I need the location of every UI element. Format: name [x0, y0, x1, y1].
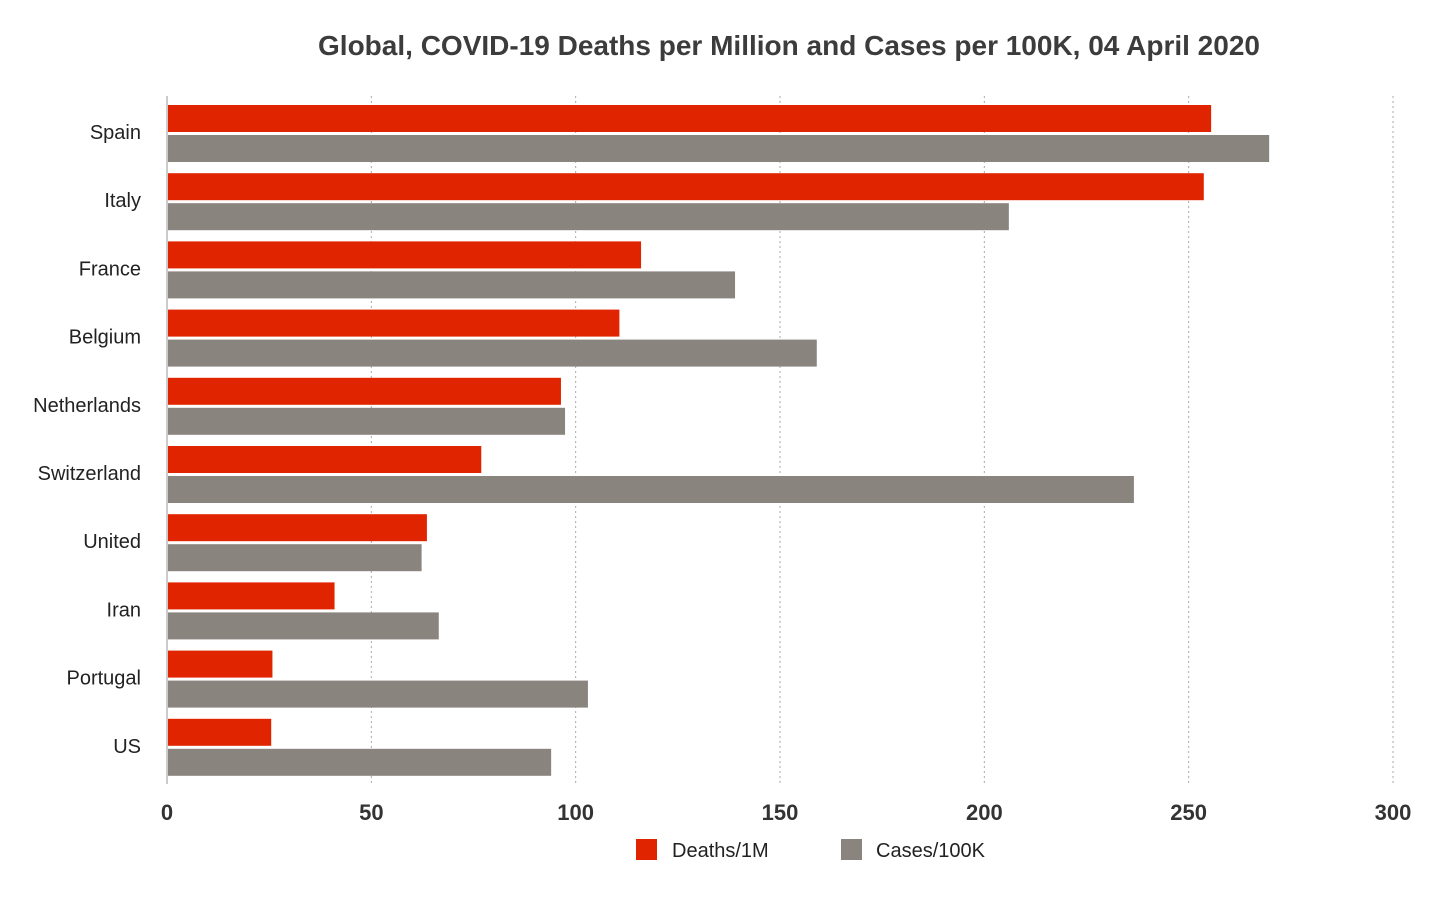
- category-label: Spain: [90, 122, 141, 144]
- category-label: US: [113, 736, 141, 758]
- category-label: Belgium: [69, 327, 141, 349]
- category-label: United: [83, 531, 141, 553]
- bar-deaths-portugal: [168, 650, 273, 678]
- bars: [168, 105, 1270, 776]
- bar-cases-spain: [168, 135, 1270, 162]
- x-tick-label: 300: [1375, 800, 1412, 825]
- bar-deaths-italy: [168, 173, 1204, 201]
- bar-cases-portugal: [168, 680, 588, 708]
- legend-label: Deaths/1M: [672, 840, 769, 862]
- x-tick-labels: 0 50 100 150 200 250 300: [161, 800, 1411, 825]
- chart-title: Global, COVID-19 Deaths per Million and …: [318, 30, 1260, 61]
- x-tick-label: 50: [359, 800, 383, 825]
- x-tick-label: 200: [966, 800, 1003, 825]
- bar-deaths-spain: [168, 105, 1212, 132]
- legend: Deaths/1M Cases/100K: [636, 839, 986, 862]
- legend-label: Cases/100K: [876, 840, 986, 862]
- x-tick-label: 100: [557, 800, 594, 825]
- bar-cases-italy: [168, 203, 1009, 231]
- x-tick-label: 250: [1170, 800, 1207, 825]
- bar-cases-united: [168, 544, 422, 572]
- bar-deaths-belgium: [168, 309, 620, 337]
- legend-swatch: [841, 839, 862, 860]
- bar-cases-belgium: [168, 339, 817, 367]
- bar-deaths-iran: [168, 582, 335, 610]
- bar-cases-switzerland: [168, 476, 1134, 503]
- bar-cases-us: [168, 748, 552, 776]
- x-tick-label: 150: [762, 800, 799, 825]
- category-label: Switzerland: [38, 463, 141, 485]
- category-labels: Spain Italy France Belgium Netherlands Switze…: [33, 122, 141, 758]
- bar-deaths-united: [168, 514, 427, 542]
- bar-deaths-france: [168, 241, 642, 269]
- bar-deaths-switzerland: [168, 446, 482, 473]
- bar-cases-iran: [168, 612, 439, 640]
- bar-cases-france: [168, 271, 736, 299]
- category-label: Italy: [104, 190, 141, 212]
- bar-deaths-netherlands: [168, 377, 561, 405]
- category-label: Portugal: [67, 668, 142, 690]
- category-label: Netherlands: [33, 395, 141, 417]
- legend-swatch: [636, 839, 657, 860]
- bar-cases-netherlands: [168, 407, 566, 435]
- category-label: France: [79, 258, 141, 280]
- category-label: Iran: [107, 599, 141, 621]
- bar-deaths-us: [168, 718, 272, 746]
- x-tick-label: 0: [161, 800, 173, 825]
